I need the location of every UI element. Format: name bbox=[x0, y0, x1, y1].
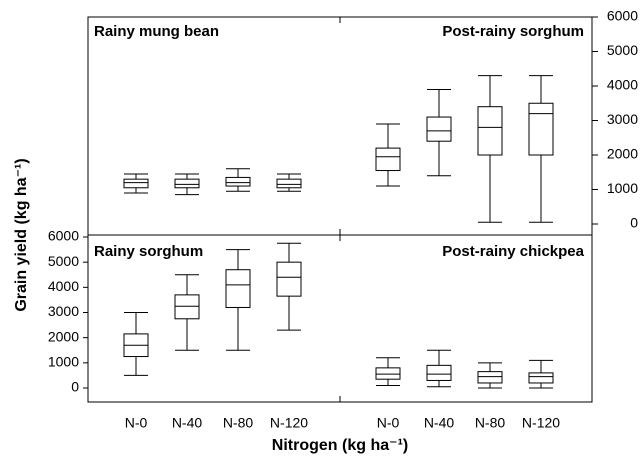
y-tick-label: 4000 bbox=[607, 77, 638, 93]
box bbox=[174, 178, 200, 189]
x-tick-label: N-40 bbox=[424, 415, 455, 431]
box bbox=[426, 116, 452, 142]
y-tick-label: 2000 bbox=[48, 328, 79, 344]
y-tick-label: 5000 bbox=[607, 42, 638, 58]
y-axis-label: Grain yield (kg ha⁻¹) bbox=[13, 158, 30, 311]
box bbox=[225, 269, 251, 308]
x-tick-label: N-80 bbox=[223, 415, 254, 431]
y-tick-label: 3000 bbox=[607, 111, 638, 127]
box bbox=[225, 176, 251, 187]
x-tick-label: N-120 bbox=[270, 415, 308, 431]
y-tick-label: 5000 bbox=[48, 253, 79, 269]
y-tick-label: 0 bbox=[71, 379, 79, 395]
box bbox=[276, 178, 302, 189]
box bbox=[477, 106, 503, 156]
box bbox=[375, 367, 401, 380]
panel-title: Rainy mung bean bbox=[94, 23, 219, 40]
panel-title: Post-rainy chickpea bbox=[442, 243, 584, 260]
x-tick-label: N-0 bbox=[125, 415, 148, 431]
y-tick-label: 0 bbox=[630, 215, 638, 231]
y-tick-label: 6000 bbox=[607, 8, 638, 24]
box bbox=[426, 364, 452, 381]
box bbox=[528, 372, 554, 384]
y-tick-label: 4000 bbox=[48, 278, 79, 294]
plot-frame bbox=[87, 16, 593, 403]
y-tick-label: 1000 bbox=[48, 354, 79, 370]
box bbox=[276, 261, 302, 297]
x-tick-label: N-40 bbox=[172, 415, 203, 431]
x-axis-label: Nitrogen (kg ha⁻¹) bbox=[272, 437, 408, 454]
box bbox=[123, 178, 149, 189]
panel-title: Rainy sorghum bbox=[94, 243, 203, 260]
y-tick-label: 1000 bbox=[607, 180, 638, 196]
y-tick-label: 2000 bbox=[607, 146, 638, 162]
x-tick-label: N-120 bbox=[522, 415, 560, 431]
box bbox=[174, 294, 200, 320]
x-tick-label: N-0 bbox=[377, 415, 400, 431]
box bbox=[528, 102, 554, 156]
box bbox=[375, 147, 401, 172]
x-tick-label: N-80 bbox=[475, 415, 506, 431]
y-tick-label: 6000 bbox=[48, 228, 79, 244]
box bbox=[477, 371, 503, 384]
y-tick-label: 3000 bbox=[48, 303, 79, 319]
panel-title: Post-rainy sorghum bbox=[442, 23, 584, 40]
